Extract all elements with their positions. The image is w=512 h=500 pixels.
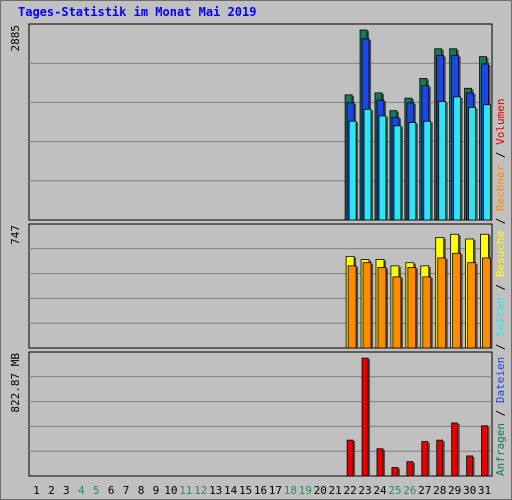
legend-anfragen: Anfragen (494, 423, 507, 476)
x-tick-label: 20 (314, 484, 327, 497)
bar-rechner-day-22 (347, 265, 357, 349)
legend-sep: / (494, 211, 507, 231)
bar-volumen-day-23 (361, 357, 369, 477)
x-tick-label: 30 (463, 484, 476, 497)
x-tick-label: 14 (224, 484, 238, 497)
x-tick-label: 26 (403, 484, 416, 497)
bar-volumen-day-27 (421, 441, 429, 477)
x-tick-label: 1 (33, 484, 40, 497)
x-tick-label: 31 (478, 484, 491, 497)
bar-seiten-day-22 (348, 120, 357, 221)
x-tick-label: 25 (388, 484, 401, 497)
legend-sep: / (494, 277, 507, 297)
bar-seiten-day-23 (363, 108, 372, 221)
bar-seiten-day-30 (468, 106, 476, 221)
x-tick-label: 2 (48, 484, 55, 497)
bar-volumen-day-26 (406, 461, 414, 477)
legend-sep: / (494, 403, 507, 423)
x-tick-label: 21 (329, 484, 342, 497)
bar-seiten-day-24 (378, 115, 387, 221)
bar-rechner-day-24 (377, 267, 387, 349)
bar-volumen-day-24 (376, 448, 384, 477)
bar-rechner-day-28 (437, 257, 447, 349)
bar-rechner-day-25 (392, 276, 402, 349)
bar-volumen-day-22 (346, 439, 354, 477)
x-tick-label: 24 (373, 484, 387, 497)
x-tick-label: 11 (179, 484, 192, 497)
y-max-label: 2885 (9, 25, 22, 52)
x-tick-label: 10 (164, 484, 177, 497)
legend-dateien: Dateien (494, 357, 507, 403)
x-tick-label: 28 (433, 484, 446, 497)
bar-rechner-day-27 (422, 276, 432, 349)
x-tick-label: 7 (123, 484, 130, 497)
x-tick-label: 29 (448, 484, 461, 497)
x-tick-label: 6 (108, 484, 115, 497)
x-tick-label: 22 (343, 484, 356, 497)
bar-seiten-day-26 (408, 122, 417, 221)
x-tick-label: 15 (239, 484, 252, 497)
legend-rechner: Rechner (494, 164, 507, 211)
legend-text: Anfragen / Dateien / Seiten / Besuche / … (494, 98, 507, 476)
x-tick-label: 19 (299, 484, 312, 497)
x-tick-label: 23 (358, 484, 371, 497)
legend-sep: / (494, 145, 507, 165)
bar-rechner-day-26 (407, 267, 417, 349)
bar-rechner-day-31 (482, 257, 491, 349)
bar-seiten-day-28 (438, 101, 447, 221)
bar-volumen-day-30 (466, 455, 473, 477)
bar-volumen-day-31 (481, 425, 488, 477)
x-tick-label: 16 (254, 484, 267, 497)
x-tick-label: 13 (209, 484, 222, 497)
bar-seiten-day-31 (483, 104, 491, 221)
x-tick-label: 4 (78, 484, 85, 497)
y-max-label: 822.87 MB (9, 353, 22, 413)
y-max-label: 747 (9, 225, 22, 245)
x-tick-label: 27 (418, 484, 431, 497)
bar-volumen-day-25 (391, 466, 399, 477)
bar-volumen-day-28 (436, 439, 444, 477)
bar-rechner-day-23 (362, 262, 372, 349)
panel-bottom (28, 351, 493, 477)
bar-rechner-day-29 (452, 252, 462, 349)
bar-seiten-day-25 (393, 125, 402, 221)
bar-volumen-day-29 (451, 422, 459, 477)
legend-sep: / (494, 337, 507, 357)
bar-rechner-day-30 (467, 262, 476, 349)
legend-volumen: Volumen (494, 98, 507, 144)
x-tick-label: 17 (269, 484, 282, 497)
legend-besuche: Besuche (494, 231, 507, 277)
x-tick-label: 18 (284, 484, 297, 497)
page-title: Tages-Statistik im Monat Mai 2019 (18, 5, 257, 19)
x-tick-label: 3 (63, 484, 70, 497)
x-tick-label: 9 (153, 484, 160, 497)
x-tick-label: 8 (138, 484, 145, 497)
x-tick-label: 12 (194, 484, 207, 497)
x-tick-label: 5 (93, 484, 100, 497)
legend-seiten: Seiten (494, 297, 507, 337)
bar-seiten-day-29 (453, 96, 462, 221)
bar-seiten-day-27 (423, 120, 432, 221)
